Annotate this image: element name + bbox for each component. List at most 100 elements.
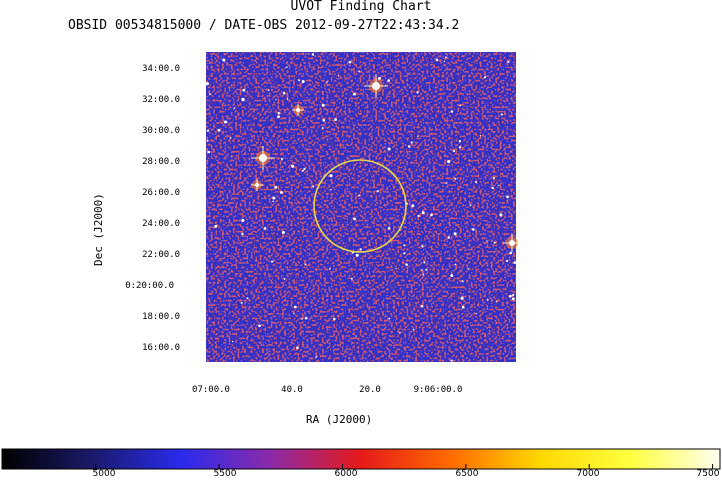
chart-title: UVOT Finding Chart (290, 0, 432, 14)
star-speckle (315, 356, 318, 358)
y-tick-label: 24:00.0 (142, 219, 180, 229)
star-speckle (417, 135, 419, 137)
star-speckle (493, 241, 496, 244)
star-speckle (358, 70, 361, 73)
colorbar-tick-label: 6500 (455, 469, 479, 479)
star-speckle (507, 60, 510, 64)
star-speckle (403, 244, 406, 247)
star-speckle (229, 137, 232, 139)
star-speckle (399, 331, 401, 334)
y-tick-label: 22:00.0 (142, 250, 180, 260)
star-speckle (512, 293, 515, 297)
star-speckle (241, 218, 245, 222)
star-speckle (353, 217, 357, 221)
star-speckle (298, 79, 301, 82)
star-speckle (246, 297, 249, 300)
star-speckle (242, 88, 246, 92)
star-speckle (293, 313, 295, 315)
star-speckle (205, 82, 209, 86)
star-speckle (421, 211, 425, 215)
colorbar-tick-label: 5000 (92, 469, 116, 479)
star-speckle (474, 180, 477, 184)
star-speckle (222, 58, 226, 62)
star-speckle (469, 204, 472, 207)
star-speckle (450, 359, 453, 362)
star-speckle (214, 224, 218, 228)
star-speckle (321, 127, 324, 130)
star-speckle (240, 301, 243, 304)
star-speckle (479, 135, 482, 137)
star-speckle (425, 268, 428, 271)
sky-image (205, 52, 521, 362)
star-speckle (430, 213, 433, 217)
star-speckle (303, 167, 306, 170)
star-speckle (206, 129, 209, 132)
star-speckle (452, 150, 456, 153)
star-speckle (411, 204, 415, 208)
star-speckle (387, 226, 391, 230)
star-speckle (359, 248, 362, 251)
star-speckle (454, 263, 457, 266)
star-speckle (329, 174, 333, 178)
bright-star (259, 154, 267, 162)
star-speckle (330, 189, 332, 191)
star-speckle (486, 240, 488, 242)
star-speckle (272, 200, 275, 203)
bright-star (509, 240, 515, 246)
star-speckle (500, 113, 503, 116)
star-speckle (293, 305, 297, 309)
star-speckle (275, 99, 277, 101)
star-speckle (232, 340, 234, 343)
star-speckle (267, 89, 270, 92)
star-speckle (458, 146, 462, 149)
star-speckle (421, 245, 424, 248)
star-speckle (223, 120, 228, 124)
star-speckle (506, 195, 509, 199)
star-speckle (304, 316, 308, 320)
star-speckle (492, 177, 495, 180)
star-speckle (407, 145, 411, 148)
star-speckle (281, 230, 285, 234)
star-speckle (326, 81, 328, 83)
star-speckle (286, 98, 289, 100)
star-speckle (511, 297, 515, 301)
star-speckle (486, 298, 489, 301)
star-speckle (395, 268, 397, 270)
x-tick-label: 40.0 (281, 385, 303, 395)
star-speckle (405, 263, 408, 266)
star-speckle (422, 273, 425, 276)
star-speckle (458, 139, 462, 143)
star-speckle (334, 118, 337, 121)
y-tick-label: 28:00.0 (142, 157, 180, 167)
colorbar-tick-label: 7000 (576, 469, 600, 479)
star-speckle (322, 118, 326, 122)
y-axis-title: Dec (J2000) (92, 193, 105, 266)
star-speckle (355, 253, 359, 257)
star-speckle (447, 160, 451, 164)
star-speckle (350, 277, 353, 280)
star-speckle (358, 194, 361, 197)
star-speckle (301, 80, 305, 83)
star-speckle (291, 164, 295, 168)
star-speckle (233, 107, 236, 110)
y-tick-label: 34:00.0 (142, 64, 180, 74)
star-speckle (421, 269, 423, 271)
star-speckle (321, 103, 325, 107)
x-tick-label: 20.0 (359, 385, 381, 395)
star-speckle (377, 76, 382, 81)
star-speckle (447, 236, 451, 239)
source-region-circle (313, 159, 407, 253)
star-speckle (277, 111, 280, 115)
star-speckle (483, 76, 487, 79)
star-speckle (508, 294, 512, 298)
bright-star (296, 108, 300, 112)
star-speckle (443, 60, 446, 63)
y-tick-label: 26:00.0 (142, 188, 180, 198)
colorbar (1, 448, 721, 470)
star-speckle (329, 268, 331, 270)
star-speckle (388, 317, 391, 320)
star-speckle (277, 115, 280, 119)
star-speckle (241, 232, 244, 236)
